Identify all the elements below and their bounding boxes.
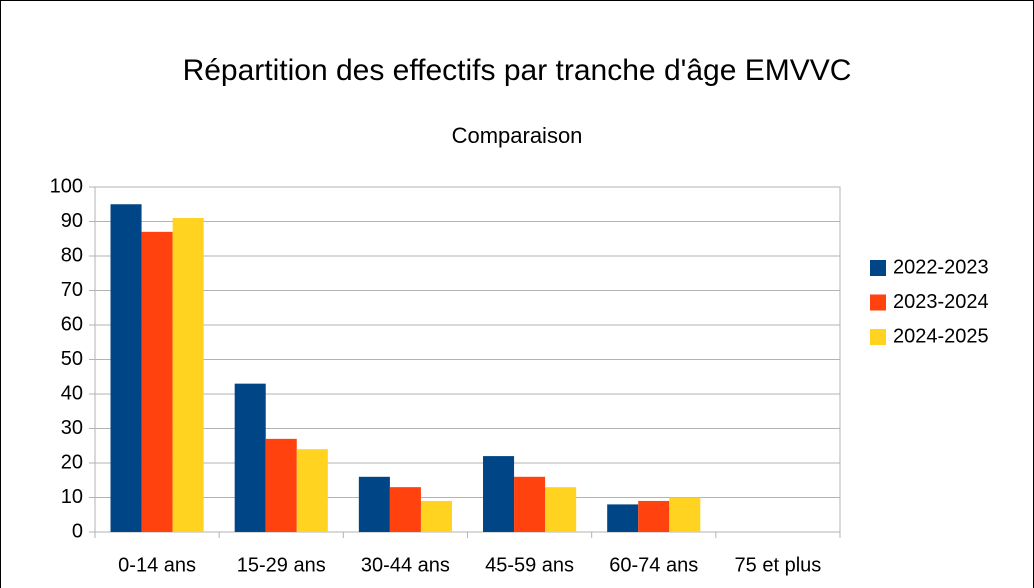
y-tick-label: 100 bbox=[50, 175, 83, 197]
y-tick-label: 40 bbox=[61, 382, 83, 404]
bar bbox=[638, 500, 670, 532]
bar bbox=[296, 449, 328, 532]
bar bbox=[483, 456, 515, 532]
bar bbox=[420, 500, 452, 532]
bar bbox=[265, 438, 297, 532]
x-tick-label: 45-59 ans bbox=[485, 554, 574, 576]
y-tick-label: 30 bbox=[61, 417, 83, 439]
x-tick-label: 60-74 ans bbox=[609, 554, 698, 576]
bar bbox=[389, 487, 421, 532]
legend-swatch bbox=[870, 260, 886, 276]
chart-subtitle: Comparaison bbox=[452, 123, 583, 148]
y-tick-label: 60 bbox=[61, 313, 83, 335]
x-tick-label: 15-29 ans bbox=[237, 554, 326, 576]
y-tick-label: 0 bbox=[72, 520, 83, 542]
bar bbox=[141, 231, 173, 532]
chart-title: Répartition des effectifs par tranche d'… bbox=[183, 54, 852, 87]
x-tick-label: 75 et plus bbox=[735, 554, 822, 576]
legend-swatch bbox=[870, 329, 886, 345]
bar bbox=[172, 218, 204, 533]
legend-swatch bbox=[870, 294, 886, 311]
legend-label: 2022-2023 bbox=[893, 256, 989, 278]
y-tick-label: 90 bbox=[61, 210, 83, 232]
bar bbox=[234, 383, 266, 532]
bar bbox=[110, 204, 142, 532]
x-tick-label: 30-44 ans bbox=[361, 554, 450, 576]
bar bbox=[514, 476, 546, 532]
y-tick-label: 80 bbox=[61, 244, 83, 266]
y-tick-label: 10 bbox=[61, 486, 83, 508]
bar bbox=[607, 504, 639, 532]
y-tick-label: 20 bbox=[61, 451, 83, 473]
x-tick-label: 0-14 ans bbox=[118, 554, 196, 576]
bar bbox=[358, 476, 390, 532]
bar bbox=[545, 487, 577, 532]
y-tick-label: 70 bbox=[61, 279, 83, 301]
legend-label: 2023-2024 bbox=[893, 291, 989, 313]
bar bbox=[669, 497, 701, 532]
y-tick-label: 50 bbox=[61, 348, 83, 370]
legend-label: 2024-2025 bbox=[893, 325, 989, 347]
